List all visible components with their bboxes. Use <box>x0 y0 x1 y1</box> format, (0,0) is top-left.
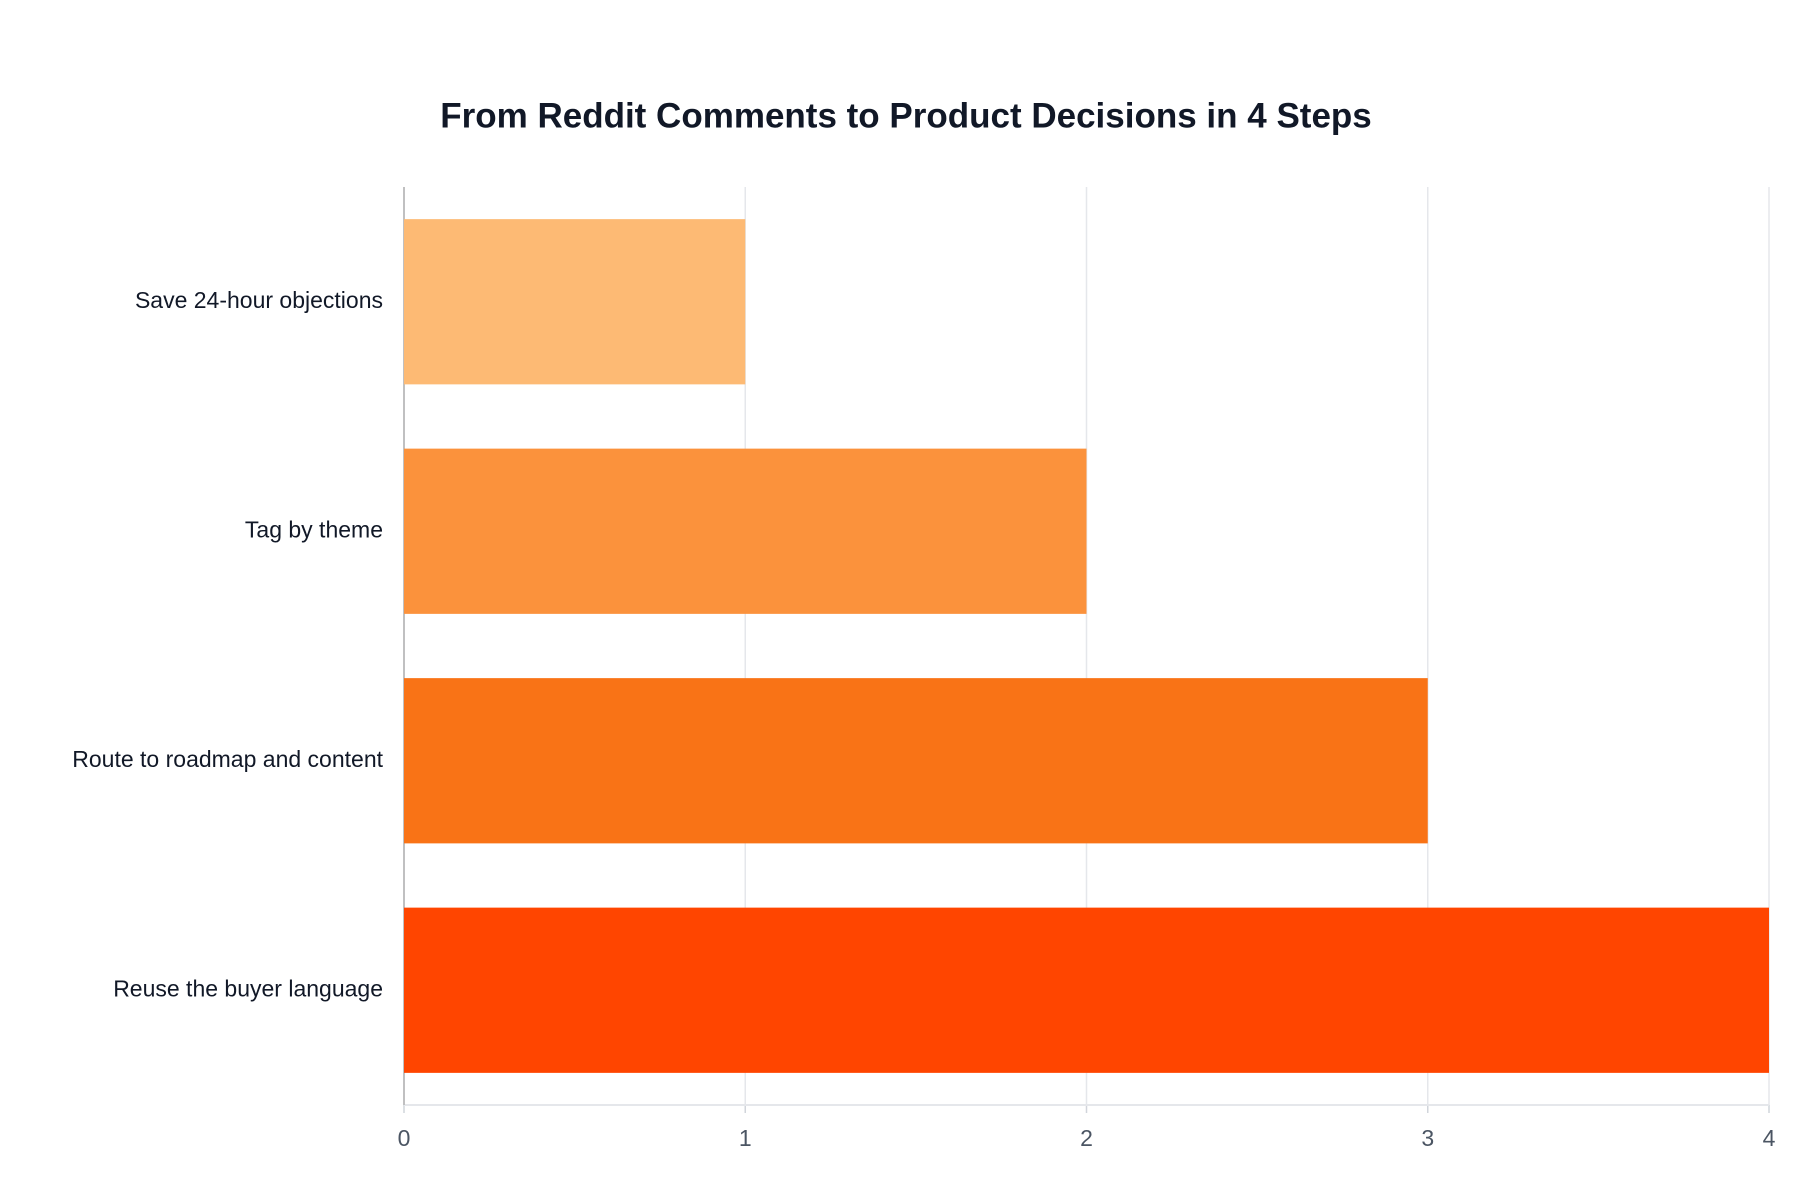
x-tick-label: 3 <box>1421 1125 1434 1151</box>
y-tick-label: Reuse the buyer language <box>113 975 383 1001</box>
y-tick-label: Route to roadmap and content <box>72 746 383 772</box>
bar <box>404 219 746 385</box>
x-tick-label: 4 <box>1763 1125 1776 1151</box>
x-tick-label: 2 <box>1080 1125 1093 1151</box>
x-tick-label: 0 <box>398 1125 411 1151</box>
bar <box>404 678 1428 844</box>
y-tick-label: Tag by theme <box>245 516 383 542</box>
x-tick-label: 1 <box>739 1125 752 1151</box>
chart-title: From Reddit Comments to Product Decision… <box>440 96 1372 135</box>
bar <box>404 448 1087 614</box>
y-tick-label: Save 24-hour objections <box>135 287 383 313</box>
bar <box>404 907 1769 1073</box>
